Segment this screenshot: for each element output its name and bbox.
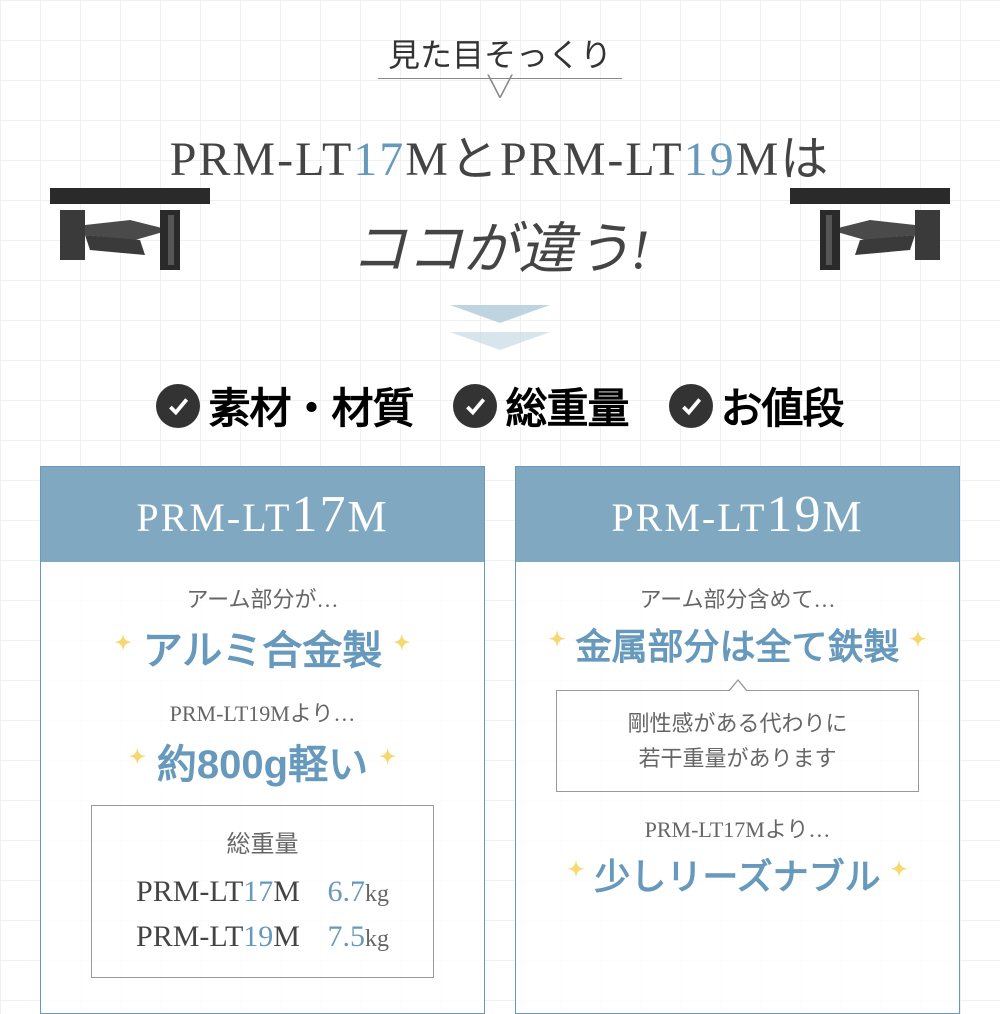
weight-row-19: PRM-LT19M 7.5kg (117, 914, 408, 959)
weight-row-17: PRM-LT17M 6.7kg (117, 869, 408, 914)
model-2-suffix: Mは (736, 133, 831, 186)
box-19-header: PRM-LT19M (516, 467, 959, 562)
down-arrows (40, 305, 960, 355)
chevron-down-icon (450, 305, 550, 323)
model-2-number: 19 (684, 133, 736, 186)
box-17-highlight-2: ✦ 約800g軽い ✦ (41, 732, 484, 790)
product-illustration-left (50, 180, 210, 305)
check-icon (453, 384, 497, 428)
sparkle-icon: ✦ (129, 747, 146, 769)
weight-box: 総重量 PRM-LT17M 6.7kg PRM-LT19M 7.5kg (91, 805, 434, 978)
feature-row: 素材・材質 総重量 お値段 (40, 375, 960, 436)
model-1-mid: M (405, 133, 450, 186)
sparkle-icon: ✦ (549, 629, 566, 651)
model-1-prefix: PRM-LT (170, 133, 354, 186)
box-17-highlight-1: ✦ アルミ合金製 ✦ (41, 618, 484, 676)
headline-models: PRM-LT17MとPRM-LT19Mは (40, 119, 960, 189)
top-tagline-wrap: 見た目そっくり ╲╱ (40, 30, 960, 99)
weight-title: 総重量 (117, 824, 408, 859)
box-19-callout: 剛性感がある代わりに 若干重量があります (556, 690, 919, 792)
tagline: 見た目そっくり (378, 30, 622, 79)
sparkle-icon: ✦ (568, 859, 585, 881)
headline-and: と (450, 133, 500, 186)
product-illustration-right (790, 180, 950, 305)
box-17-sub2: PRM-LT19Mより… (41, 696, 484, 728)
box-19-highlight-2: ✦ 少しリーズナブル ✦ (516, 848, 959, 900)
box-19-sub2: PRM-LT17Mより… (516, 812, 959, 844)
box-19-sub1: アーム部分含めて… (516, 582, 959, 614)
sparkle-icon: ✦ (115, 633, 132, 655)
chevron-down-icon (450, 332, 550, 350)
comparison-boxes: PRM-LT17M アーム部分が… ✦ アルミ合金製 ✦ PRM-LT19Mより… (40, 466, 960, 1014)
box-17-header: PRM-LT17M (41, 467, 484, 562)
sparkle-icon: ✦ (910, 629, 927, 651)
feature-weight: 総重量 (453, 375, 628, 436)
box-19-highlight-1: ✦ 金属部分は全て鉄製 ✦ (516, 618, 959, 670)
sparkle-icon: ✦ (891, 859, 908, 881)
sparkle-icon: ✦ (379, 747, 396, 769)
model-2-prefix: PRM-LT (500, 133, 684, 186)
box-19: PRM-LT19M アーム部分含めて… ✦ 金属部分は全て鉄製 ✦ 剛性感がある… (515, 466, 960, 1014)
tagline-caret: ╲╱ (40, 74, 960, 99)
check-icon (669, 384, 713, 428)
box-17-sub1: アーム部分が… (41, 582, 484, 614)
feature-material: 素材・材質 (156, 375, 413, 436)
model-1-number: 17 (353, 133, 405, 186)
sparkle-icon: ✦ (393, 633, 410, 655)
check-icon (156, 384, 200, 428)
box-17: PRM-LT17M アーム部分が… ✦ アルミ合金製 ✦ PRM-LT19Mより… (40, 466, 485, 1014)
feature-price: お値段 (669, 375, 844, 436)
